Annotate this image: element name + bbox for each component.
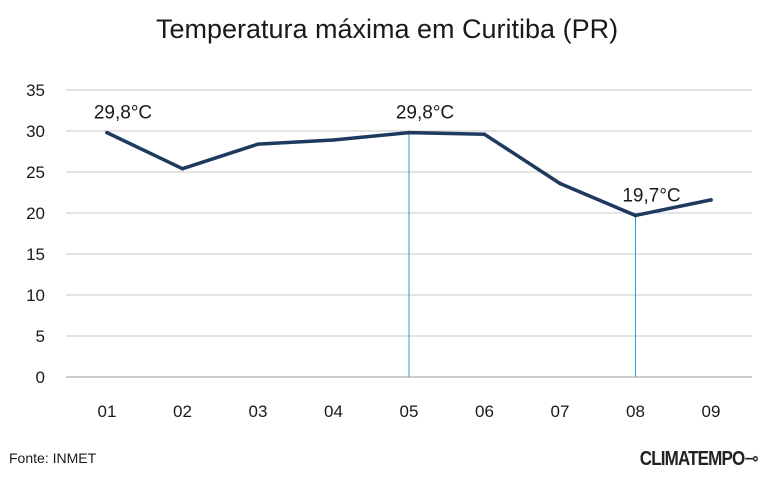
data-point [105,130,109,135]
y-tick-label: 5 [36,327,45,346]
data-label: 19,7°C [622,185,680,206]
data-point [331,138,336,142]
y-tick-label: 30 [26,122,45,141]
data-label: 29,8°C [396,103,454,124]
x-tick-label: 04 [324,402,343,421]
x-tick-label: 08 [626,402,645,421]
y-tick-label: 0 [36,368,45,387]
brand-logo: CLIMATEMPO⊸ [640,446,759,471]
y-tick-label: 35 [26,81,45,100]
data-point [256,142,260,146]
x-tick-label: 09 [702,402,721,421]
brand-mark-icon: ⊸ [744,448,759,470]
x-tick-label: 03 [249,402,268,421]
data-point [482,132,487,137]
x-tick-label: 02 [173,402,192,421]
x-tick-label: 06 [475,402,494,421]
data-label: 29,8°C [94,103,152,124]
y-tick-label: 25 [26,163,45,182]
data-point [633,213,638,218]
data-point [407,130,411,135]
data-point [709,198,713,202]
x-tick-label: 07 [551,402,570,421]
y-tick-label: 20 [26,204,45,223]
x-tick-label: 01 [98,402,117,421]
brand-name: CLIMATEMPO [640,448,745,470]
chart-title: Temperatura máxima em Curitiba (PR) [155,14,619,44]
x-tick-label: 05 [400,402,419,421]
y-tick-label: 10 [26,286,45,305]
y-tick-label: 15 [26,245,45,264]
data-point [558,181,562,186]
data-point [180,166,185,171]
source-text: Fonte: INMET [9,450,97,466]
